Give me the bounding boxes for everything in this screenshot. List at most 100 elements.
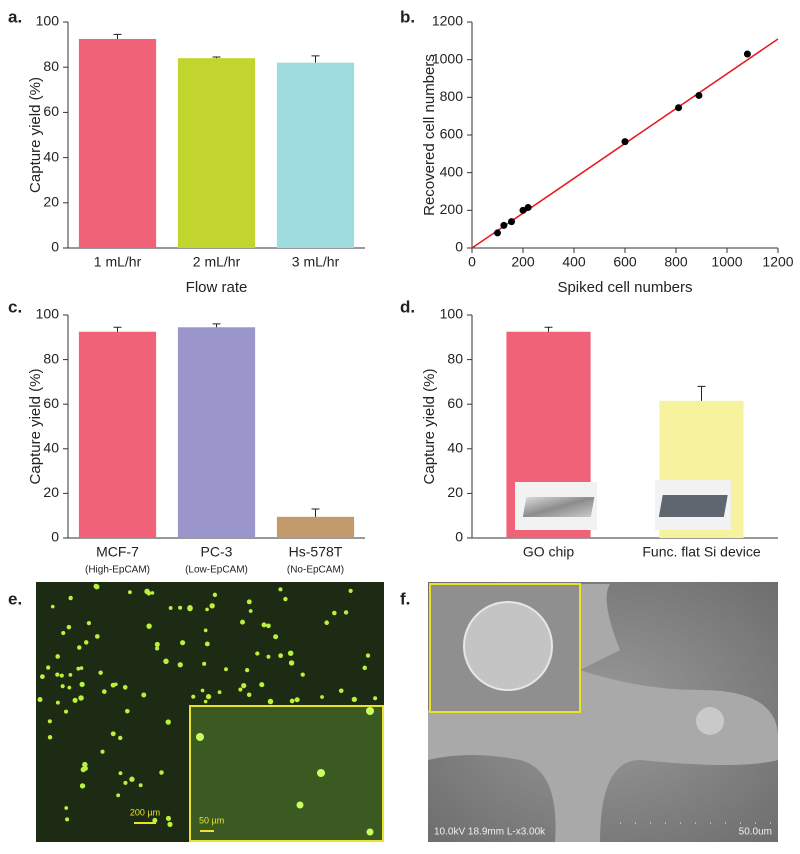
y-tick-label: 0 bbox=[51, 239, 59, 255]
y-tick-label: 1000 bbox=[432, 50, 463, 66]
x-tick-label: 1200 bbox=[762, 254, 793, 270]
cell-dot bbox=[141, 692, 147, 698]
cell-dot bbox=[101, 689, 107, 694]
cell-dot bbox=[294, 697, 300, 703]
error-bar bbox=[212, 323, 221, 328]
point bbox=[524, 204, 532, 212]
sem-info: 10.0kV 18.9mm L-x3.00k bbox=[434, 827, 546, 838]
x-tick-label: 0 bbox=[468, 254, 476, 270]
cell-dot bbox=[129, 776, 135, 782]
cell-dot bbox=[82, 761, 88, 768]
panel-label: e. bbox=[8, 589, 22, 608]
cell-dot bbox=[118, 735, 123, 741]
y-tick-label: 40 bbox=[447, 440, 463, 456]
cell-dot bbox=[37, 697, 43, 703]
cell-dot bbox=[46, 665, 51, 670]
y-axis-label: Capture yield (%) bbox=[421, 369, 438, 485]
cell-dot bbox=[77, 645, 82, 650]
y-tick-label: 0 bbox=[455, 529, 463, 545]
cell-dot bbox=[94, 584, 100, 590]
y-tick-label: 200 bbox=[440, 201, 464, 217]
cell-dot bbox=[155, 646, 160, 651]
cell-dot bbox=[154, 641, 160, 647]
cell-dot bbox=[240, 619, 245, 625]
cell-dot bbox=[338, 688, 344, 694]
x-tick-sublabel: (High-EpCAM) bbox=[85, 565, 150, 576]
cell-dot bbox=[373, 696, 378, 701]
cell-dot bbox=[159, 770, 164, 775]
panel-label: d. bbox=[400, 297, 415, 316]
bar bbox=[78, 331, 157, 538]
cell-dot bbox=[146, 590, 152, 596]
cell-dot bbox=[246, 692, 252, 697]
scale-bar-label: 200 µm bbox=[130, 807, 160, 817]
y-tick-label: 80 bbox=[447, 350, 463, 366]
cell-dot bbox=[64, 709, 69, 714]
error-bar bbox=[544, 326, 553, 332]
y-tick-label: 1200 bbox=[432, 13, 463, 29]
x-tick-sublabel: (No-EpCAM) bbox=[287, 565, 344, 576]
cell-dot bbox=[61, 630, 66, 636]
point bbox=[743, 50, 751, 58]
cell-dot bbox=[212, 592, 218, 598]
y-tick-label: 0 bbox=[455, 239, 463, 255]
x-axis-label: Flow rate bbox=[186, 279, 248, 296]
cell-dot bbox=[152, 817, 158, 823]
cell-dot bbox=[332, 610, 337, 616]
cell-dot bbox=[224, 667, 228, 672]
error-bar bbox=[697, 385, 706, 401]
x-tick-label: 1 mL/hr bbox=[94, 254, 142, 270]
cell-dot bbox=[178, 605, 183, 610]
point bbox=[695, 91, 703, 99]
x-tick-sublabel: (Low-EpCAM) bbox=[185, 565, 248, 576]
cell-dot bbox=[287, 650, 294, 656]
panel-label: c. bbox=[8, 297, 22, 316]
cell-dot bbox=[351, 696, 358, 703]
x-tick-label: PC-3 bbox=[201, 544, 233, 560]
cell-dot bbox=[203, 628, 208, 633]
cell-dot bbox=[348, 588, 353, 593]
cell-dot bbox=[94, 634, 100, 639]
cell-dot bbox=[110, 731, 116, 737]
cell-dot bbox=[278, 587, 283, 592]
x-tick-label: Hs-578T bbox=[289, 544, 343, 560]
cell-dot bbox=[86, 620, 92, 626]
cell-dot bbox=[60, 684, 65, 689]
y-tick-label: 80 bbox=[43, 58, 59, 74]
bar bbox=[177, 327, 256, 538]
cell-dot bbox=[65, 817, 70, 822]
y-axis-label: Recovered cell numbers bbox=[421, 54, 438, 216]
cell-dot bbox=[200, 688, 205, 693]
error-bar bbox=[212, 56, 221, 59]
cell-dot bbox=[289, 698, 295, 704]
x-tick-label: 600 bbox=[613, 254, 637, 270]
cell-dot bbox=[191, 694, 196, 699]
point bbox=[519, 206, 527, 214]
cell-dot bbox=[167, 821, 173, 827]
x-tick-label: 2 mL/hr bbox=[193, 254, 241, 270]
cell-dot bbox=[202, 661, 207, 666]
cell-dot bbox=[205, 607, 209, 612]
cell-dot bbox=[238, 687, 243, 692]
cell-dot bbox=[118, 771, 123, 776]
cell-dot bbox=[66, 624, 72, 630]
cell-dot bbox=[68, 595, 73, 601]
point bbox=[621, 138, 629, 146]
y-tick-label: 20 bbox=[43, 484, 59, 500]
cell-dot bbox=[266, 654, 271, 659]
cell-dot bbox=[273, 634, 279, 640]
cell-dot bbox=[55, 654, 60, 659]
inset-scale-bar-label: 50 µm bbox=[199, 815, 224, 825]
cell-dot bbox=[78, 695, 84, 701]
bar bbox=[276, 516, 355, 538]
x-tick-label: 400 bbox=[562, 254, 586, 270]
cell-dot bbox=[261, 622, 267, 628]
x-tick-label: MCF-7 bbox=[96, 544, 139, 560]
cell-dot bbox=[259, 682, 265, 688]
cell-dot bbox=[146, 623, 152, 629]
y-tick-label: 40 bbox=[43, 440, 59, 456]
y-tick-label: 800 bbox=[440, 88, 464, 104]
cell-dot bbox=[79, 783, 86, 789]
cell-dot bbox=[177, 662, 183, 668]
